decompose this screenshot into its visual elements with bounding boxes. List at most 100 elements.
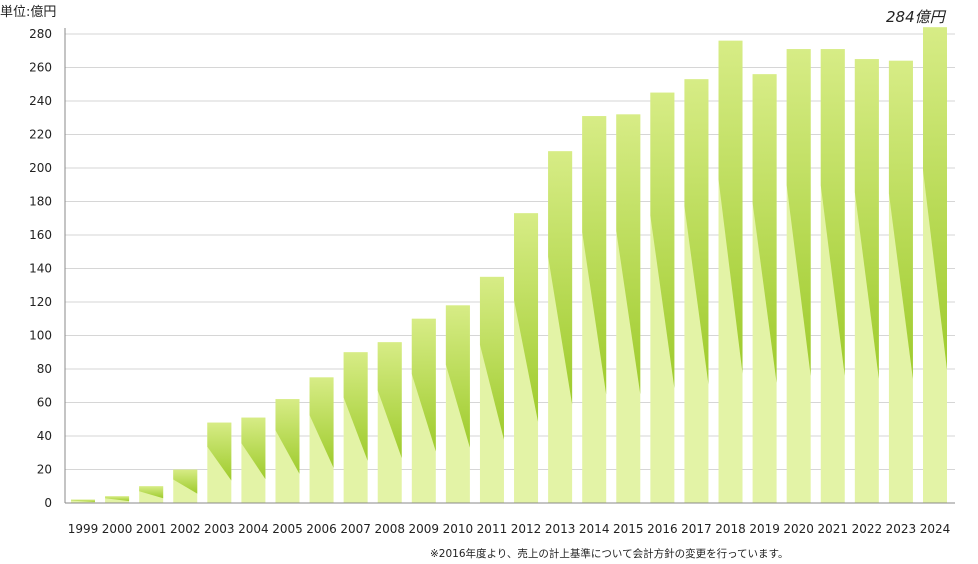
bar-2010: [445, 305, 470, 503]
bar-2015: [616, 114, 641, 504]
y-tick-label: 0: [44, 496, 52, 510]
x-tick-label: 2006: [306, 522, 337, 536]
bar-shade: [582, 116, 607, 395]
bar-shade: [923, 27, 947, 370]
bar-shade: [548, 151, 573, 405]
bar-shade: [616, 114, 641, 395]
x-tick-label: 2007: [340, 522, 371, 536]
bar-2008: [377, 342, 402, 503]
y-tick-label: 120: [29, 295, 52, 309]
y-tick-label: 20: [37, 463, 52, 477]
bar-2011: [479, 276, 504, 503]
y-tick-label: 200: [29, 161, 52, 175]
bar-shade: [718, 40, 743, 374]
y-tick-label: 40: [37, 429, 52, 443]
x-axis-ticks: 1999 2000 2001 2002 2003 2004 2005 2006 2007 2008…: [68, 522, 951, 536]
bar-2004: [241, 417, 266, 503]
y-tick-label: 280: [29, 27, 52, 41]
bar-shade: [241, 417, 266, 480]
x-tick-label: 2023: [886, 522, 917, 536]
y-tick-label: 100: [29, 329, 52, 343]
y-tick-label: 180: [29, 195, 52, 209]
y-tick-label: 240: [29, 94, 52, 108]
x-tick-label: 1999: [68, 522, 99, 536]
x-tick-label: 2015: [613, 522, 644, 536]
x-tick-label: 2005: [272, 522, 303, 536]
x-tick-label: 2004: [238, 522, 269, 536]
bar-shade: [105, 496, 130, 502]
bar-2016: [650, 92, 675, 503]
x-tick-label: 2022: [852, 522, 883, 536]
x-tick-label: 2011: [477, 522, 508, 536]
bar-2006: [309, 377, 334, 503]
x-tick-label: 2017: [681, 522, 712, 536]
bar-2020: [786, 49, 811, 503]
bar-2001: [139, 486, 164, 503]
bar-shade: [343, 352, 368, 461]
bars: [71, 27, 947, 504]
bar-shade: [411, 318, 436, 452]
footnote: ※2016年度より、売上の計上基準について会計方針の変更を行っています。: [430, 548, 789, 560]
y-tick-label: 160: [29, 228, 52, 242]
x-tick-label: 2020: [783, 522, 814, 536]
bar-shade: [479, 276, 504, 440]
bar-shade: [650, 92, 675, 389]
bar-1999: [71, 499, 95, 503]
bar-shade: [207, 422, 232, 481]
bar-shade: [820, 49, 845, 376]
x-tick-label: 2024: [920, 522, 951, 536]
bar-shade: [514, 213, 539, 422]
x-tick-label: 2001: [136, 522, 167, 536]
y-tick-label: 60: [37, 396, 52, 410]
bar-shade: [173, 469, 198, 494]
bar-shade: [309, 377, 334, 468]
bar-2009: [411, 318, 436, 503]
bar-shade: [377, 342, 402, 458]
bar-shade: [888, 60, 913, 380]
x-tick-label: 2018: [715, 522, 746, 536]
bar-chart: 020406080100120140160180200220240260280 …: [29, 27, 955, 536]
y-tick-label: 80: [37, 362, 52, 376]
bar-shade: [854, 59, 879, 379]
x-tick-label: 2021: [817, 522, 848, 536]
bar-shade: [752, 74, 777, 383]
bar-2005: [275, 399, 300, 503]
bar-2003: [207, 422, 232, 503]
y-axis-ticks: 0 20 40 60 80 100 120 140 160 180 200 220 240 260 280: [29, 27, 52, 510]
unit-label: 単位:億円: [0, 5, 57, 20]
bar-2012: [514, 213, 539, 503]
y-tick-label: 140: [29, 262, 52, 276]
x-tick-label: 2014: [579, 522, 610, 536]
bar-shade: [786, 49, 811, 376]
bar-2023: [888, 60, 913, 504]
x-tick-label: 2009: [409, 522, 440, 536]
x-tick-label: 2008: [374, 522, 405, 536]
bar-shade: [684, 79, 709, 385]
bar-shade: [445, 305, 470, 448]
y-tick-label: 260: [29, 61, 52, 75]
bar-2007: [343, 352, 368, 503]
x-tick-label: 2000: [102, 522, 133, 536]
bar-2021: [820, 49, 845, 503]
x-tick-label: 2013: [545, 522, 576, 536]
bar-2019: [752, 74, 777, 503]
x-tick-label: 2012: [511, 522, 542, 536]
bar-2002: [173, 469, 198, 503]
bar-2014: [582, 116, 607, 503]
x-tick-label: 2003: [204, 522, 235, 536]
bar-shade: [71, 499, 95, 503]
y-tick-label: 220: [29, 128, 52, 142]
bar-2024: [923, 27, 947, 504]
bar-2022: [854, 59, 879, 503]
bar-2017: [684, 79, 709, 503]
x-tick-label: 2016: [647, 522, 678, 536]
latest-value-callout: 284億円: [886, 8, 945, 26]
x-tick-label: 2002: [170, 522, 201, 536]
x-tick-label: 2019: [749, 522, 780, 536]
bar-2018: [718, 40, 743, 503]
bar-shade: [139, 486, 164, 499]
bar-2013: [548, 151, 573, 503]
x-tick-label: 2010: [443, 522, 474, 536]
bar-shade: [275, 399, 300, 474]
bar-2000: [105, 496, 130, 503]
